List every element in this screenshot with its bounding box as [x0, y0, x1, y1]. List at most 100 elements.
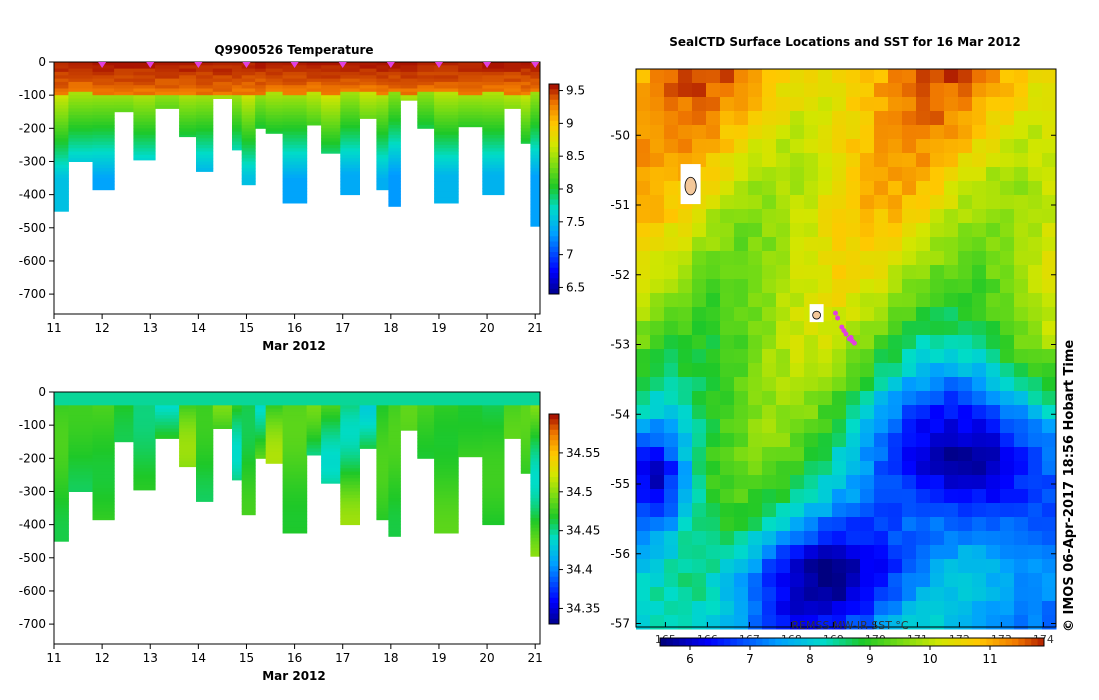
- sst-cell: [720, 111, 735, 126]
- sst-cell: [692, 139, 707, 154]
- sst-cell: [818, 265, 833, 280]
- sst-cell: [804, 419, 819, 434]
- sst-cell: [1014, 433, 1029, 448]
- section-cell: [417, 398, 435, 403]
- sst-cell: [944, 447, 959, 462]
- sst-cell: [650, 419, 665, 434]
- section-cell: [282, 178, 308, 182]
- sst-cell: [874, 111, 889, 126]
- section-cell: [241, 151, 256, 156]
- sst-cell: [664, 405, 679, 420]
- sst-cell: [930, 573, 945, 588]
- sst-cell: [762, 545, 777, 560]
- sst-cell: [944, 125, 959, 140]
- section-cell: [321, 111, 344, 116]
- section-cell: [359, 398, 377, 403]
- sst-cell: [916, 97, 931, 112]
- section-cell: [114, 392, 134, 396]
- section-cell: [388, 474, 401, 479]
- section-cell: [376, 448, 392, 453]
- sst-cell: [748, 377, 763, 392]
- section-cell: [417, 448, 435, 453]
- section-cell: [458, 431, 483, 436]
- section-cell: [321, 458, 344, 463]
- sst-cell: [1028, 615, 1043, 630]
- section-cell: [340, 128, 360, 133]
- section-cell: [232, 478, 243, 481]
- sst-cell: [1014, 405, 1029, 420]
- section-cell: [133, 111, 156, 116]
- sst-cell: [790, 97, 805, 112]
- section-cell: [340, 91, 360, 96]
- sst-cell: [804, 349, 819, 364]
- sst-cell: [958, 559, 973, 574]
- section-cell: [114, 78, 134, 83]
- sst-cell: [902, 279, 917, 294]
- section-cell: [54, 204, 69, 209]
- sst-cell: [776, 83, 791, 98]
- sst-cell: [958, 461, 973, 476]
- section-cell: [196, 498, 214, 502]
- sst-cell: [1028, 83, 1043, 98]
- sst-cell: [972, 321, 987, 336]
- sst-cell: [818, 559, 833, 574]
- sst-cell: [720, 615, 735, 630]
- sst-cell: [1042, 83, 1057, 98]
- sst-cell: [874, 139, 889, 154]
- section-cell: [306, 91, 322, 96]
- section-cell: [482, 431, 505, 436]
- section-cell: [133, 488, 156, 491]
- sst-cell: [762, 181, 777, 196]
- section-cell: [417, 88, 435, 93]
- colorbar-tick-label: 34.45: [566, 524, 600, 538]
- section-cell: [54, 408, 69, 413]
- sst-cell: [790, 321, 805, 336]
- sst-cell: [1042, 237, 1057, 252]
- sst-cell: [874, 251, 889, 266]
- section-cell: [321, 481, 344, 484]
- section-cell: [196, 478, 214, 482]
- sst-cell: [944, 517, 959, 532]
- section-cell: [92, 392, 115, 396]
- section-cell: [114, 91, 134, 96]
- section-cell: [321, 408, 344, 413]
- sst-cell: [888, 279, 903, 294]
- colorbar-segment: [549, 89, 559, 95]
- colorbar-segment: [549, 429, 559, 436]
- section-cell: [321, 435, 344, 439]
- sst-cell: [1014, 251, 1029, 266]
- section-cell: [458, 85, 483, 89]
- section-cell: [282, 138, 308, 143]
- profile-marker: [483, 62, 492, 68]
- section-cell: [321, 151, 344, 154]
- section-cell: [458, 438, 483, 443]
- sst-cell: [804, 503, 819, 518]
- section-cell: [376, 481, 392, 486]
- section-cell: [196, 158, 214, 162]
- section-cell: [321, 455, 344, 459]
- section-cell: [434, 154, 459, 159]
- section-cell: [92, 78, 115, 83]
- section-cell: [232, 65, 243, 70]
- section-cell: [530, 194, 541, 199]
- section-cell: [321, 115, 344, 119]
- sst-cell: [706, 279, 721, 294]
- section-cell: [92, 484, 115, 489]
- section-cell: [321, 121, 344, 126]
- colorbar-segment: [549, 582, 559, 588]
- sst-cell: [678, 601, 693, 616]
- sst-cell: [986, 69, 1001, 84]
- section-cell: [265, 75, 283, 80]
- sst-cell: [748, 265, 763, 280]
- section-cell: [212, 81, 233, 86]
- section-cell: [530, 88, 541, 93]
- section-cell: [376, 498, 392, 502]
- sst-cell: [692, 545, 707, 560]
- section-cell: [282, 121, 308, 126]
- section-cell: [241, 478, 256, 482]
- sst-cell: [902, 83, 917, 98]
- section-cell: [376, 125, 392, 129]
- section-cell: [530, 197, 541, 202]
- sst-cell: [804, 181, 819, 196]
- section-cell: [196, 151, 214, 156]
